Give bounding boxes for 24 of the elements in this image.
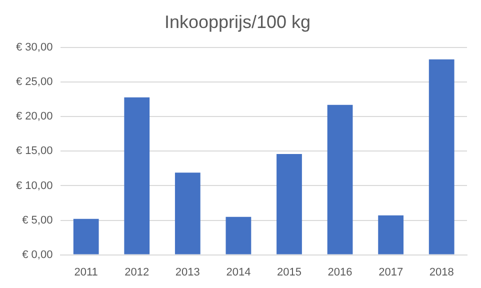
x-tick-label: 2012 [124, 266, 150, 278]
y-tick-label: € 10,00 [16, 180, 53, 192]
x-tick-label: 2017 [378, 266, 404, 278]
bar [428, 59, 454, 254]
x-tick-label: 2011 [74, 266, 98, 278]
y-tick-label: € 25,00 [16, 76, 53, 88]
bar [174, 172, 200, 254]
y-tick-label: € 20,00 [16, 110, 53, 123]
y-tick-label: € 5,00 [22, 214, 53, 226]
bar [73, 218, 99, 254]
bar [327, 104, 353, 254]
x-tick-label: 2016 [328, 266, 352, 278]
bar [276, 154, 302, 254]
bar [124, 97, 150, 254]
y-tick-label: € 15,00 [16, 145, 53, 158]
y-tick-label: € 30,00 [16, 42, 53, 54]
chart-title: Inkoopprijs/100 kg [164, 12, 311, 32]
bar [226, 216, 252, 254]
x-tick-label: 2015 [277, 266, 302, 278]
x-tick-label: 2013 [175, 266, 200, 278]
x-tick-label: 2014 [226, 266, 251, 278]
bar [378, 215, 404, 254]
y-tick-label: € 0,00 [22, 248, 53, 261]
x-tick-label: 2018 [429, 266, 454, 278]
